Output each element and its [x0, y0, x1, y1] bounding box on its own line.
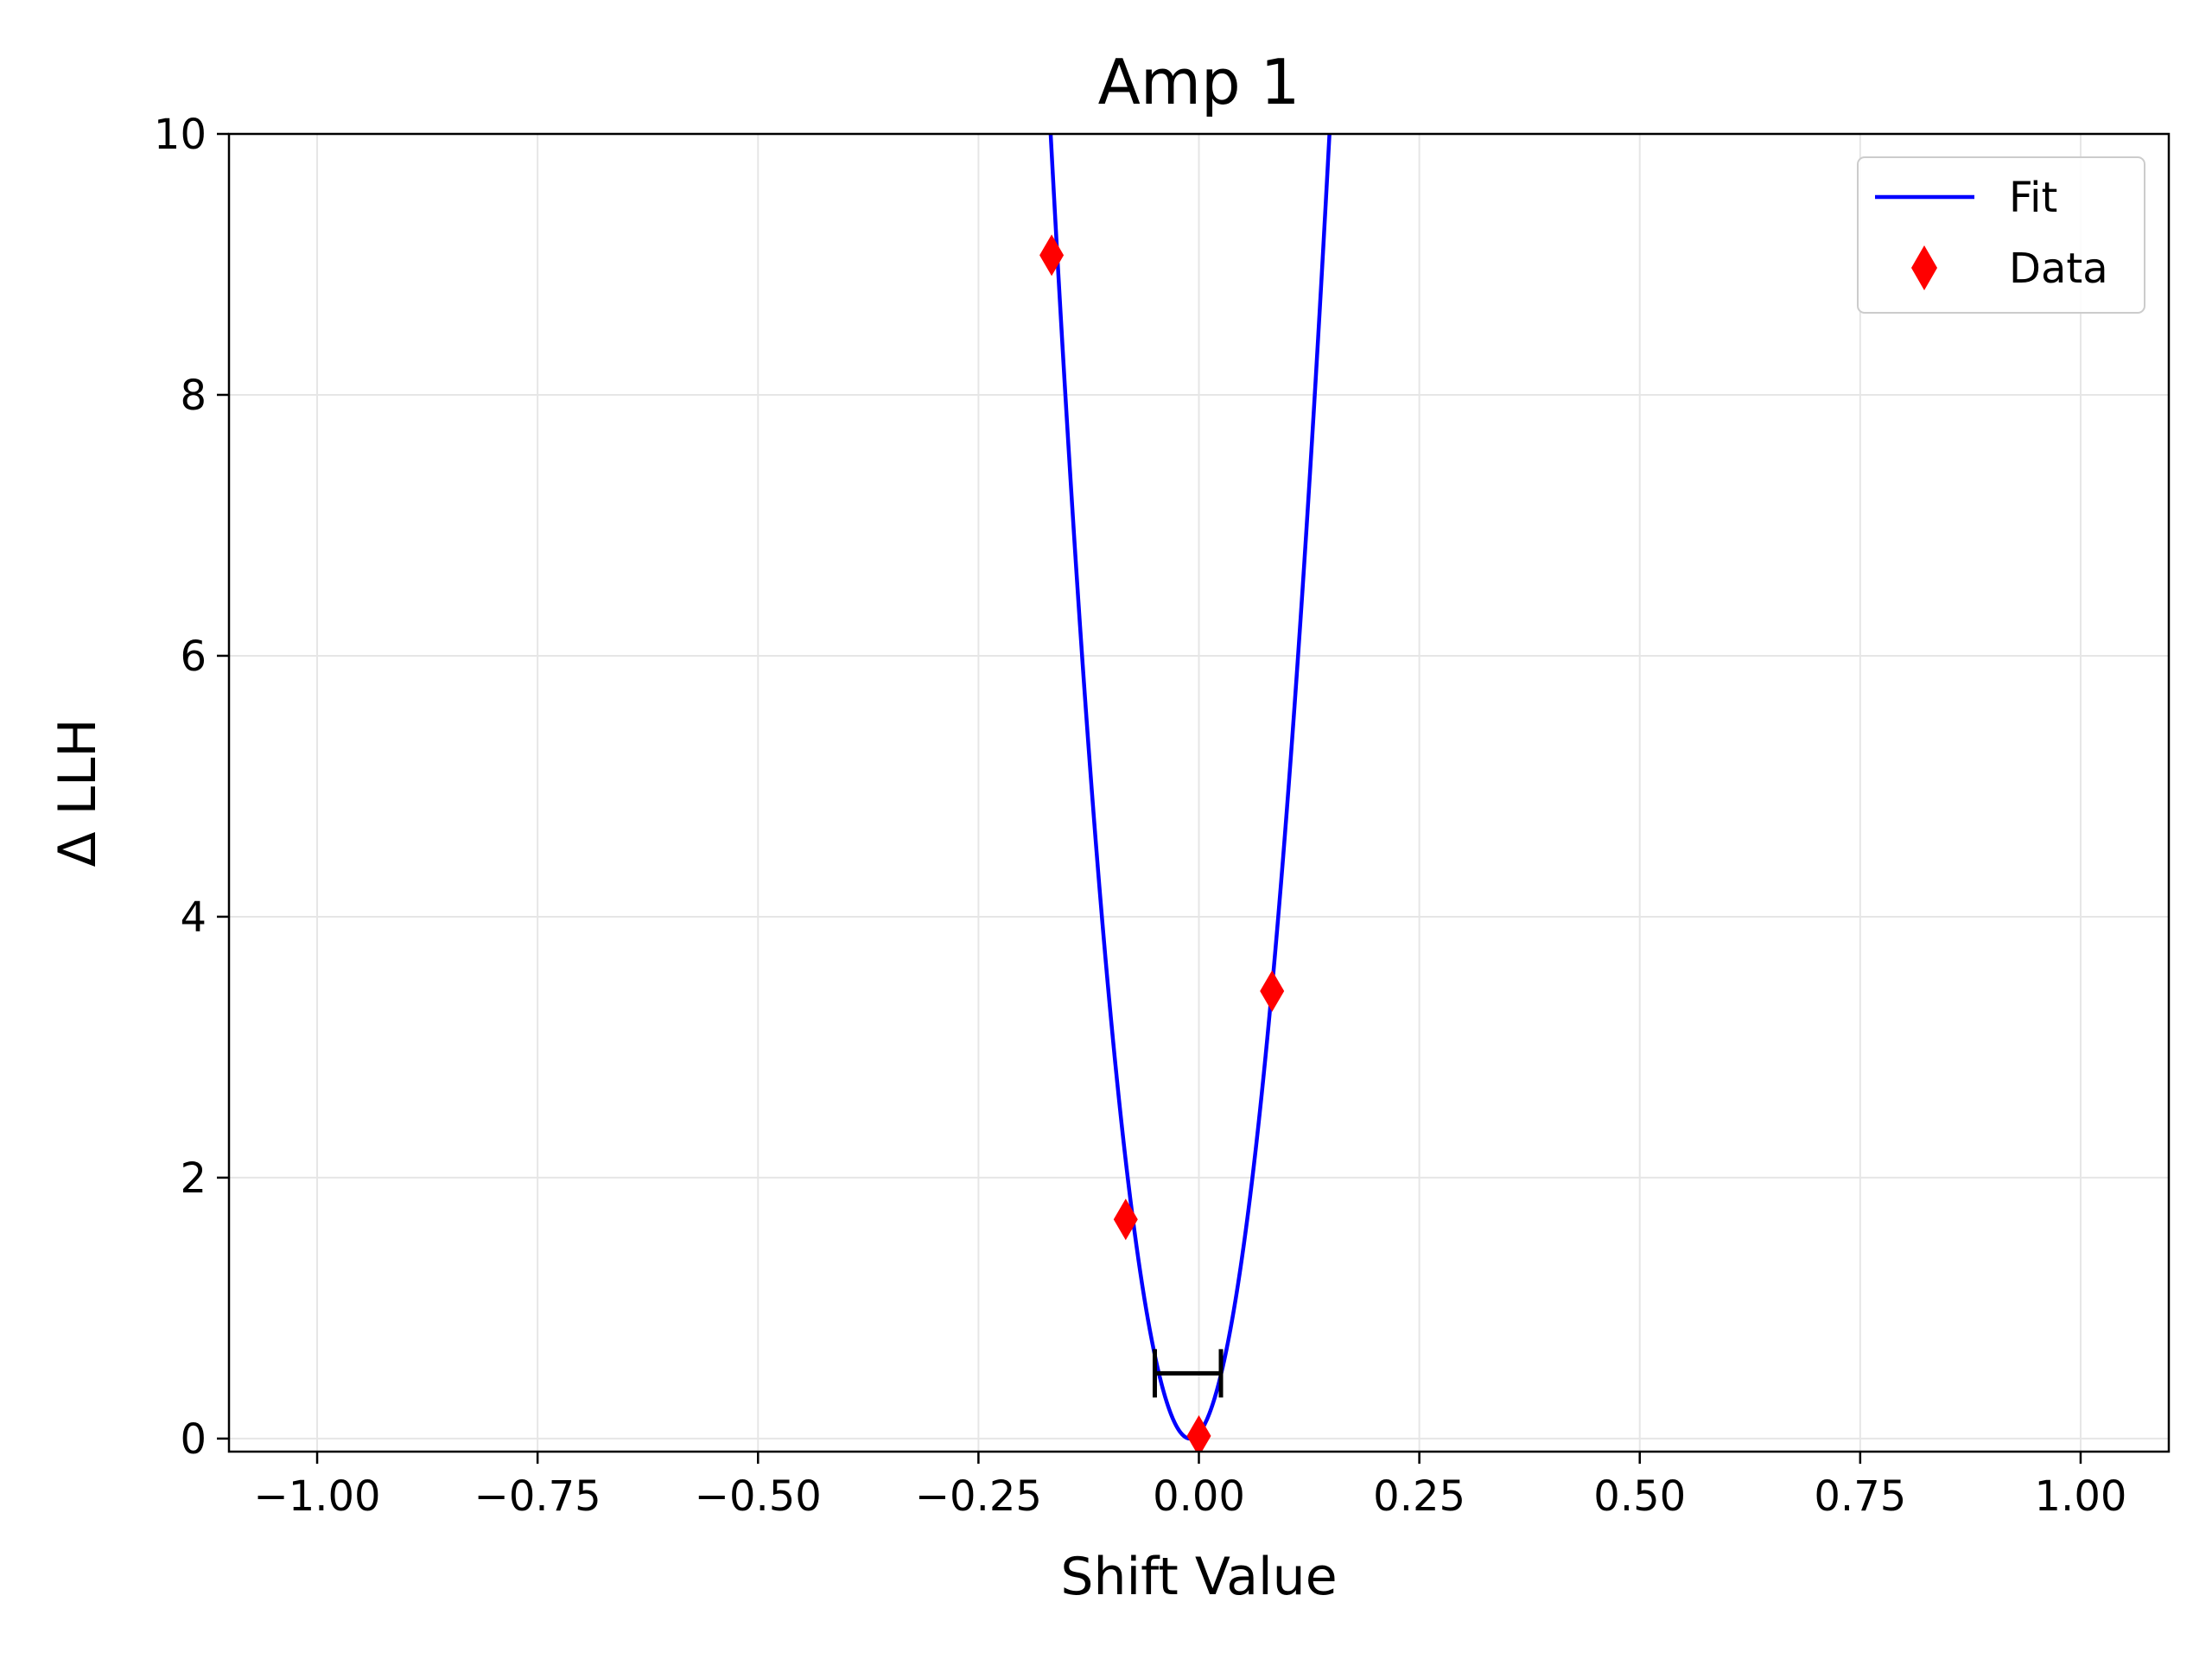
- plot-content: [1039, 134, 1332, 1452]
- x-tick-label: 1.00: [2035, 1472, 2127, 1521]
- legend: Fit Data: [1857, 156, 2145, 314]
- data-point: [1039, 234, 1065, 276]
- y-tick-label: 0: [180, 1415, 207, 1464]
- x-tick-label: −0.50: [695, 1472, 822, 1521]
- y-tick-label: 10: [154, 111, 207, 159]
- x-tick-label: 0.75: [1814, 1472, 1906, 1521]
- plot-area: [1039, 134, 1332, 1452]
- legend-fit-label: Fit: [2009, 174, 2057, 222]
- chart-title: Amp 1: [1098, 46, 1300, 118]
- ticks: −1.00 −0.75 −0.50 −0.25 0.00 0.25 0.50 0.75 1.00…: [154, 111, 2126, 1521]
- legend-data-swatch: [1911, 245, 1937, 290]
- x-tick-label: 0.50: [1593, 1472, 1686, 1521]
- data-point: [1186, 1414, 1211, 1452]
- data-point: [1260, 970, 1285, 1013]
- y-axis-label: Δ LLH: [48, 718, 108, 867]
- y-tick-label: 2: [180, 1154, 207, 1203]
- y-tick-label: 8: [180, 372, 207, 420]
- x-tick-label: −0.75: [474, 1472, 601, 1521]
- y-tick-label: 6: [180, 632, 207, 681]
- x-tick-label: 0.00: [1153, 1472, 1245, 1521]
- legend-data-label: Data: [2009, 245, 2108, 293]
- x-tick-label: 0.25: [1373, 1472, 1465, 1521]
- data-point: [1113, 1198, 1138, 1241]
- x-tick-label: −1.00: [253, 1472, 380, 1521]
- y-tick-label: 4: [180, 893, 207, 942]
- x-axis-label: Shift Value: [1060, 1547, 1337, 1607]
- x-tick-label: −0.25: [915, 1472, 1042, 1521]
